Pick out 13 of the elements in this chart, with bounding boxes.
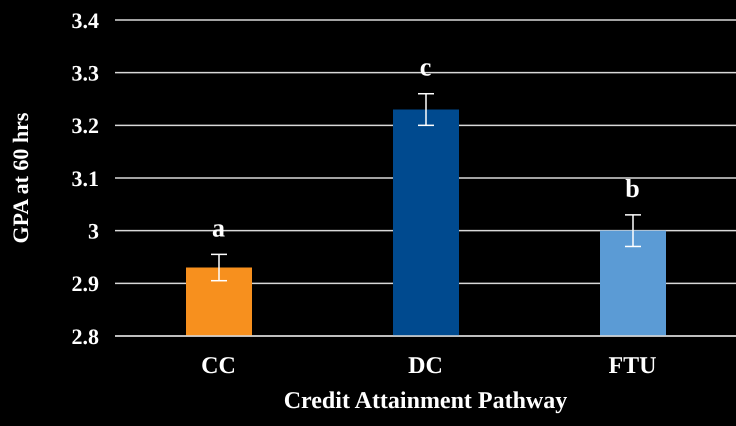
y-tick-label: 3.3 [72,60,99,86]
y-tick-label: 2.8 [72,324,99,349]
y-tick-label: 2.9 [72,271,99,296]
y-axis-title: GPA at 60 hrs [8,112,33,244]
x-tick-label: CC [201,353,236,380]
x-tick-label: DC [408,353,443,380]
y-tick-label: 3.4 [72,8,99,33]
x-tick-label: FTU [608,353,656,380]
annotation: b [625,174,640,203]
y-tick-label: 3 [88,218,99,244]
x-axis-title: Credit Attainment Pathway [284,388,568,414]
y-tick-label: 3.1 [72,166,99,191]
y-tick-label: 3.2 [72,113,99,138]
